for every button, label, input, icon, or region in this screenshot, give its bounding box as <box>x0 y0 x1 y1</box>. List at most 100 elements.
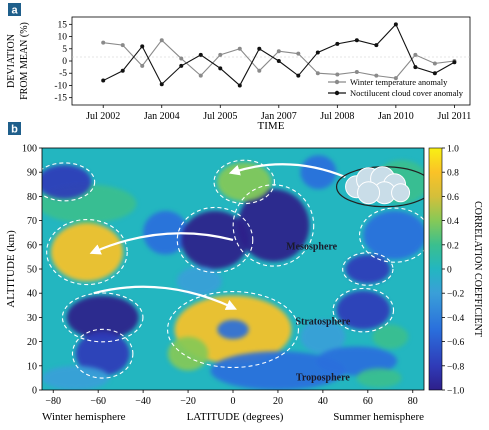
data-point <box>140 44 145 49</box>
y-tick-label: 5 <box>62 45 67 55</box>
y-tick-label: 40 <box>27 289 37 300</box>
panel-a-ylabel-line2: FROM MEAN (%) <box>19 22 30 100</box>
legend-label-nlc: Noctilucent cloud cover anomaly <box>350 88 464 98</box>
data-point <box>237 83 242 88</box>
panel-b-badge <box>8 122 21 135</box>
data-point <box>218 66 223 71</box>
noctilucent-cloud <box>335 166 424 208</box>
correlation-region <box>50 223 123 282</box>
y-tick-label: 15 <box>58 20 68 30</box>
y-tick-label: 60 <box>27 240 37 251</box>
y-tick-label: 10 <box>27 361 37 372</box>
legend-marker-winter-temperature <box>334 79 340 85</box>
data-point <box>374 43 379 48</box>
data-point <box>354 38 359 43</box>
y-tick-label: 20 <box>27 337 37 348</box>
data-point <box>315 50 320 55</box>
data-point <box>374 73 379 78</box>
panel-b-y-ticks: 0 10 20 30 40 50 60 70 80 90 100 <box>22 144 42 397</box>
colorbar-tick-label: 0.8 <box>447 169 459 179</box>
data-point <box>432 71 437 76</box>
panel-b: b 0 10 20 30 40 50 60 70 80 90 100 −80 −60 −40 −20 0 20… <box>5 122 483 423</box>
data-point <box>354 70 359 74</box>
y-tick-label: 80 <box>27 192 37 203</box>
panel-b-letter: b <box>11 124 18 136</box>
cloud-puff <box>391 183 411 203</box>
cloud-puff <box>357 181 381 205</box>
correlation-region <box>336 290 391 330</box>
correlation-region <box>66 295 139 340</box>
data-point <box>140 63 145 68</box>
data-point <box>257 46 262 51</box>
zero-contour <box>176 206 254 274</box>
colorbar-tick-label: 1.0 <box>447 145 459 155</box>
colorbar-tick-label: 0.4 <box>447 217 459 227</box>
correlation-region <box>356 368 402 388</box>
zero-contour <box>359 207 424 263</box>
data-point <box>413 65 418 70</box>
x-tick-label: 60 <box>363 396 373 407</box>
data-point <box>296 73 301 78</box>
colorbar-tick-label: 0 <box>447 266 452 276</box>
y-tick-label: 30 <box>27 313 37 324</box>
panel-a-badge <box>8 3 21 16</box>
circulation-arrow <box>228 163 346 179</box>
data-point <box>179 56 184 61</box>
x-tick-label: −60 <box>90 396 106 407</box>
x-tick-label: −80 <box>45 396 61 407</box>
layer-annotations: Mesosphere Stratosphere Troposphere <box>286 242 351 384</box>
correlation-region <box>75 331 130 376</box>
data-point <box>101 78 106 83</box>
panel-b-xlabel: LATITUDE (degrees) <box>187 411 284 423</box>
y-tick-label: 70 <box>27 216 37 227</box>
zero-contour <box>332 287 395 333</box>
panel-a-x-ticks: Jul 2002 Jan 2004 Jul 2005 Jan 2007 Jul 2008… <box>86 105 471 122</box>
circulation-arrow <box>89 232 234 255</box>
layer-annotation: Stratosphere <box>295 317 350 328</box>
data-point <box>393 22 398 27</box>
correlation-region <box>42 365 110 390</box>
data-point <box>432 61 437 66</box>
data-point <box>198 52 203 57</box>
correlation-region <box>345 254 391 284</box>
circulation-arrow <box>93 285 237 310</box>
x-tick-label: Jan 2007 <box>261 111 297 122</box>
y-tick-label: 90 <box>27 168 37 179</box>
panel-a-letter: a <box>11 5 18 17</box>
zero-contour <box>71 328 134 379</box>
x-tick-label: Jan 2010 <box>378 111 414 122</box>
data-point <box>413 52 418 57</box>
x-tick-label: Jul 2005 <box>203 111 237 122</box>
colorbar-tick-label: −0.8 <box>447 362 464 372</box>
correlation-region <box>167 336 209 371</box>
y-tick-label: -5 <box>59 69 67 79</box>
correlation-region <box>42 164 92 199</box>
panel-b-x-ticks: −80 −60 −40 −20 0 20 40 60 80 <box>45 390 418 407</box>
correlation-region <box>181 210 249 269</box>
correlation-region <box>210 351 346 390</box>
correlation-region <box>217 319 249 340</box>
data-point <box>276 59 281 63</box>
zero-contour <box>61 292 144 343</box>
data-point <box>159 38 164 43</box>
data-point <box>179 63 184 68</box>
panel-b-ylabel: ALTITUDE (km) <box>5 230 17 308</box>
x-tick-label: Jul 2011 <box>437 111 471 122</box>
correlation-region <box>300 319 346 354</box>
y-tick-label: 100 <box>22 144 37 155</box>
data-point <box>276 49 281 54</box>
correlation-region <box>363 210 424 260</box>
colorbar-tick-label: 0.6 <box>447 193 459 203</box>
summer-hemisphere-label: Summer hemisphere <box>333 411 424 423</box>
zero-contour <box>213 159 275 205</box>
data-point <box>120 68 125 73</box>
panel-a-ylabel-line1: DEVIATION <box>6 34 17 88</box>
y-tick-label: 50 <box>27 265 37 276</box>
data-point <box>159 82 164 87</box>
x-tick-label: 80 <box>408 396 418 407</box>
data-point <box>198 73 203 78</box>
zero-contours <box>42 159 424 379</box>
circulation-arrows <box>89 163 346 310</box>
